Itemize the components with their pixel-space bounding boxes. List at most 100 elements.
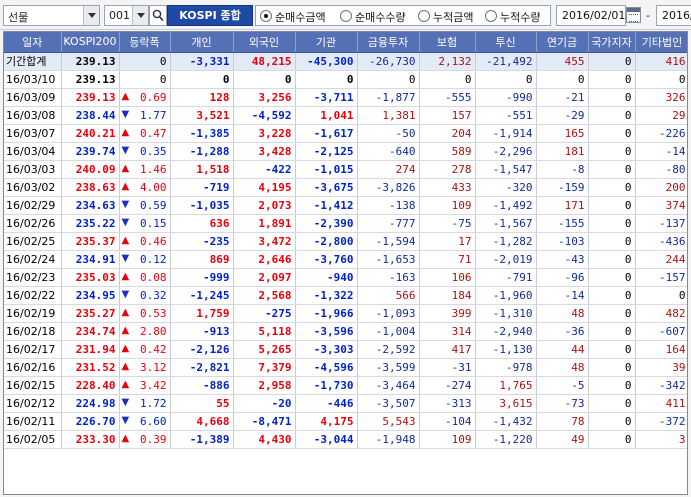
change-value: 0.12: [140, 252, 167, 266]
value-cell: -1,547: [475, 160, 537, 179]
value-cell: -36: [536, 322, 589, 341]
value-cell: -26,730: [357, 52, 420, 71]
chevron-down-icon[interactable]: [83, 6, 99, 25]
kospi200-cell: 238.63: [61, 178, 120, 197]
column-header[interactable]: 등락폭: [119, 32, 171, 53]
value-cell: 2,097: [233, 268, 296, 287]
value-cell: -1,948: [357, 430, 420, 449]
value-cell: -3,303: [295, 340, 358, 359]
table-row[interactable]: 16/02/18 234.74 ▲ 2.80 -913 5,118 -3,596 -1,004…: [4, 322, 687, 341]
column-header[interactable]: 국가지자: [588, 32, 636, 53]
value-cell: -1,960: [475, 286, 537, 305]
value-cell: -372: [635, 412, 687, 431]
end-date-field[interactable]: 2016/: [656, 5, 691, 26]
table-row[interactable]: 16/02/19 235.27 ▲ 0.53 1,759 -275 -1,966 -1,093…: [4, 304, 687, 323]
change-value: 1.46: [140, 162, 167, 176]
code-select[interactable]: 001: [104, 5, 149, 26]
value-cell: 7,379: [233, 358, 296, 377]
table-row[interactable]: 16/03/04 239.74 ▼ 0.35 -1,288 3,428 -2,125 -640…: [4, 142, 687, 161]
column-header[interactable]: KOSPI200: [61, 32, 120, 53]
up-arrow-icon: ▲: [121, 432, 130, 444]
calendar-icon[interactable]: [626, 7, 641, 23]
radio-icon[interactable]: [485, 10, 497, 22]
column-header[interactable]: 개인: [170, 32, 234, 53]
value-cell: -999: [170, 268, 234, 287]
kospi200-cell: 239.74: [61, 142, 120, 161]
value-cell: -640: [357, 142, 420, 161]
kospi200-cell: 235.03: [61, 268, 120, 287]
down-arrow-icon: ▼: [121, 288, 130, 300]
date-cell: 16/02/05: [4, 430, 62, 449]
column-header[interactable]: 보험: [419, 32, 476, 53]
start-date-field[interactable]: 2016/02/01: [556, 5, 626, 26]
table-row[interactable]: 16/03/10 239.13 0 0 0 0 0 0 0 0 0 0: [4, 70, 687, 89]
value-cell: -313: [419, 394, 476, 413]
search-button[interactable]: [149, 5, 167, 26]
table-row[interactable]: 16/02/26 235.22 ▼ 0.15 636 1,891 -2,390 -777 -75…: [4, 214, 687, 233]
value-cell: -159: [536, 178, 589, 197]
up-arrow-icon: ▲: [121, 342, 130, 354]
radio-icon[interactable]: [418, 10, 430, 22]
change-cell: ▲ 0.47: [119, 124, 171, 143]
column-header[interactable]: 기관: [295, 32, 358, 53]
value-cell: 171: [536, 196, 589, 215]
down-arrow-icon: ▼: [121, 396, 130, 408]
value-cell: -1,617: [295, 124, 358, 143]
value-cell: -1,877: [357, 88, 420, 107]
date-cell: 16/02/25: [4, 232, 62, 251]
date-cell: 16/02/29: [4, 196, 62, 215]
value-cell: -2,821: [170, 358, 234, 377]
value-cell: 1,891: [233, 214, 296, 233]
column-header[interactable]: 기타법인: [635, 32, 687, 53]
value-cell: -1,730: [295, 376, 358, 395]
radio-label: 순매수수량: [355, 11, 406, 24]
table-row[interactable]: 16/02/24 234.91 ▼ 0.12 869 2,646 -3,760 -1,653 7…: [4, 250, 687, 269]
value-cell: 589: [419, 142, 476, 161]
value-cell: 128: [170, 88, 234, 107]
table-row[interactable]: 16/02/12 224.98 ▼ 1.72 55 -20 -446 -3,507 -313 3,…: [4, 394, 687, 413]
change-value: 1.77: [140, 108, 167, 122]
investor-trading-grid[interactable]: 일자 KOSPI200 등락폭 개인 외국인 기관 금융투자 보험 투신 연기금 국가지자 기타법인 …: [3, 31, 688, 495]
radio-icon[interactable]: [260, 10, 272, 22]
column-header[interactable]: 투신: [475, 32, 537, 53]
table-row[interactable]: 16/02/15 228.40 ▲ 3.42 -886 2,958 -1,730 -3,464…: [4, 376, 687, 395]
table-row[interactable]: 16/02/29 234.63 ▼ 0.59 -1,035 2,073 -1,412 -138…: [4, 196, 687, 215]
radio-icon[interactable]: [340, 10, 352, 22]
change-value: 0.08: [140, 270, 167, 284]
table-row[interactable]: 16/02/25 235.37 ▲ 0.46 -235 3,472 -2,800 -1,594…: [4, 232, 687, 251]
column-header[interactable]: 금융투자: [357, 32, 420, 53]
column-header[interactable]: 연기금: [536, 32, 589, 53]
table-row[interactable]: 16/02/16 231.52 ▲ 3.12 -2,821 7,379 -4,596 -3,5…: [4, 358, 687, 377]
up-arrow-icon: ▲: [121, 162, 130, 174]
column-header[interactable]: 외국인: [233, 32, 296, 53]
table-row[interactable]: 16/02/17 231.94 ▲ 0.42 -2,126 5,265 -3,303 -2,5…: [4, 340, 687, 359]
value-cell: 0: [588, 304, 636, 323]
table-row[interactable]: 16/03/07 240.21 ▲ 0.47 -1,385 3,228 -1,617 -50 2…: [4, 124, 687, 143]
table-row[interactable]: 16/02/11 226.70 ▼ 6.60 4,668 -8,471 4,175 5,543…: [4, 412, 687, 431]
value-cell: -1,282: [475, 232, 537, 251]
table-row[interactable]: 16/03/03 240.09 ▲ 1.46 1,518 -422 -1,015 274 278…: [4, 160, 687, 179]
value-cell: 0: [588, 286, 636, 305]
table-row[interactable]: 16/03/02 238.63 ▲ 4.00 -719 4,195 -3,675 -3,826…: [4, 178, 687, 197]
change-cell: ▲ 0.69: [119, 88, 171, 107]
change-cell: 0: [119, 70, 171, 89]
date-cell: 16/03/09: [4, 88, 62, 107]
change-cell: ▼ 0.35: [119, 142, 171, 161]
table-row[interactable]: 16/03/09 239.13 ▲ 0.69 128 3,256 -3,711 -1,877-…: [4, 88, 687, 107]
table-row[interactable]: 16/03/08 238.44 ▼ 1.77 3,521 -4,592 1,041 1,381…: [4, 106, 687, 125]
value-cell: -3,464: [357, 376, 420, 395]
chevron-down-icon[interactable]: [132, 6, 148, 25]
table-row[interactable]: 16/02/22 234.95 ▼ 0.32 -1,245 2,568 -1,322 566 1…: [4, 286, 687, 305]
value-cell: -436: [635, 232, 687, 251]
value-cell: -2,296: [475, 142, 537, 161]
table-row[interactable]: 16/02/23 235.03 ▲ 0.08 -999 2,097 -940 -163 106-…: [4, 268, 687, 287]
value-cell: 3: [635, 430, 687, 449]
value-cell: -2,390: [295, 214, 358, 233]
date-cell: 16/02/17: [4, 340, 62, 359]
table-row[interactable]: 16/02/05 233.30 ▲ 0.39 -1,389 4,430 -3,044 -1,9…: [4, 430, 687, 449]
date-cell: 16/02/23: [4, 268, 62, 287]
value-cell: 433: [419, 178, 476, 197]
summary-row[interactable]: 기간합계 239.13 0 -3,331 48,215 -45,300 -26,730 2,1…: [4, 52, 687, 71]
column-header[interactable]: 일자: [4, 32, 62, 53]
market-select[interactable]: 선물: [3, 5, 100, 26]
